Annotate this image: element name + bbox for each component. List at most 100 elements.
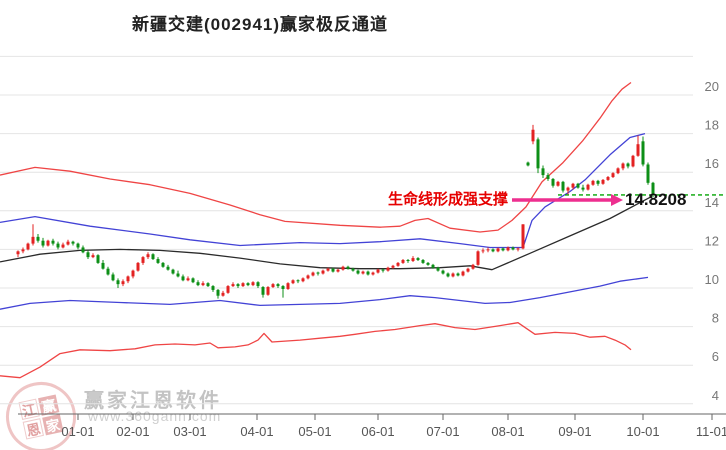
- x-tick-label: 04-01: [240, 424, 273, 439]
- channel-lines: [0, 81, 653, 379]
- candle-body: [431, 264, 435, 268]
- candle-body: [586, 184, 590, 190]
- life-line-line: [0, 195, 653, 271]
- candle-body: [286, 283, 290, 289]
- y-tick-label: 20: [705, 79, 719, 94]
- candle-body: [646, 164, 650, 183]
- candle-body: [396, 262, 400, 266]
- candle-body: [26, 243, 30, 250]
- support-arrow-head: [611, 193, 623, 206]
- candle-body: [261, 287, 265, 295]
- candle-body: [471, 264, 475, 269]
- candle-body: [571, 183, 575, 188]
- candle-body: [206, 283, 210, 287]
- candle-body: [56, 243, 60, 248]
- candle-body: [161, 262, 165, 267]
- candle-body: [306, 275, 310, 279]
- candle-body: [566, 187, 570, 191]
- candle-body: [406, 260, 410, 262]
- candle-body: [211, 286, 215, 290]
- candles: [16, 124, 655, 299]
- candle-body: [376, 269, 380, 273]
- candle-body: [66, 241, 70, 245]
- candle-body: [131, 270, 135, 277]
- candle-body: [606, 177, 610, 180]
- y-tick-label: 16: [705, 156, 719, 171]
- candle-body: [196, 282, 200, 286]
- candle-body: [451, 273, 455, 277]
- candle-body: [386, 267, 390, 271]
- candle-body: [476, 251, 480, 265]
- x-tick-label: 01-01: [61, 424, 94, 439]
- candle-body: [411, 258, 415, 261]
- candle-body: [216, 289, 220, 296]
- x-axis: 01-01 02-01 03-01 04-01 05-01 06-01 07-01 08-01…: [18, 413, 726, 439]
- candle-body: [651, 182, 655, 195]
- candle-body: [86, 252, 90, 258]
- x-tick-label: 09-01: [558, 424, 591, 439]
- candle-body: [336, 269, 340, 272]
- candle-body: [341, 266, 345, 270]
- support-arrow: [512, 193, 623, 206]
- candle-body: [76, 243, 80, 248]
- x-tick-label: 02-01: [116, 424, 149, 439]
- candle-body: [581, 187, 585, 190]
- candle-body: [511, 247, 515, 250]
- x-tick-label: 05-01: [298, 424, 331, 439]
- candle-body: [91, 255, 95, 258]
- candle-body: [611, 173, 615, 178]
- candle-body: [281, 286, 285, 289]
- candle-body: [421, 260, 425, 263]
- candle-body: [601, 179, 605, 184]
- candle-body: [176, 273, 180, 277]
- candle-body: [271, 284, 275, 288]
- candle-body: [486, 249, 490, 251]
- candle-body: [171, 269, 175, 274]
- y-tick-label: 4: [712, 388, 719, 403]
- candle-body: [301, 278, 305, 282]
- y-tick-label: 8: [712, 311, 719, 326]
- candle-body: [561, 181, 565, 191]
- support-annotation-label: 生命线形成强支撑: [387, 190, 508, 208]
- candle-body: [321, 270, 325, 274]
- candle-body: [516, 248, 520, 250]
- candle-body: [621, 163, 625, 169]
- candle-body: [46, 240, 50, 246]
- candle-body: [446, 273, 450, 277]
- candle-body: [276, 284, 280, 287]
- y-tick-label: 14: [705, 195, 719, 210]
- candle-body: [391, 265, 395, 268]
- support-price-value: 14.8208: [625, 189, 687, 209]
- candle-body: [616, 168, 620, 174]
- candle-body: [151, 254, 155, 260]
- candle-body: [461, 271, 465, 276]
- candle-body: [351, 268, 355, 271]
- candle-body: [496, 248, 500, 252]
- x-tick-label: 08-01: [491, 424, 524, 439]
- candle-body: [346, 266, 350, 269]
- candle-body: [331, 268, 335, 272]
- candle-body: [531, 129, 535, 142]
- candle-body: [291, 280, 295, 284]
- candle-body: [311, 272, 315, 276]
- x-tick-label: 06-01: [361, 424, 394, 439]
- y-tick-label: 6: [712, 349, 719, 364]
- candle-body: [126, 276, 130, 282]
- candle-body: [116, 280, 120, 285]
- candle-body: [181, 276, 185, 281]
- candle-body: [416, 258, 420, 261]
- chart-title: 新疆交建(002941)赢家极反通道: [131, 15, 389, 34]
- candle-body: [296, 280, 300, 282]
- candle-body: [631, 155, 635, 167]
- candle-body: [371, 272, 375, 275]
- candle-body: [16, 251, 20, 255]
- candle-body: [221, 292, 225, 296]
- candle-body: [246, 283, 250, 286]
- candle-body: [521, 224, 525, 249]
- candle-body: [146, 254, 150, 258]
- candle-body: [201, 283, 205, 286]
- candle-body: [156, 259, 160, 263]
- candle-body: [596, 180, 600, 184]
- x-tick-label: 03-01: [173, 424, 206, 439]
